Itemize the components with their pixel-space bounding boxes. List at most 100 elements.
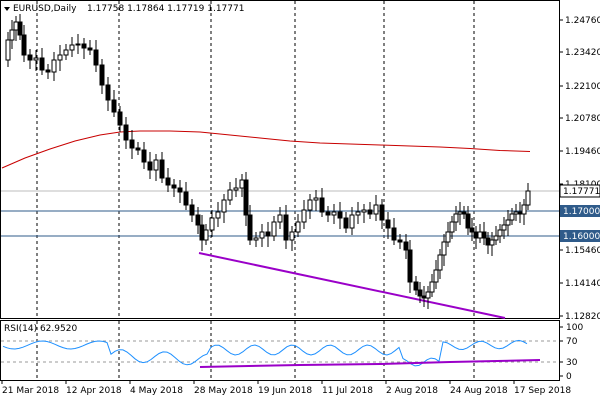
bearish-candle[interactable] — [199, 224, 205, 241]
bearish-candle[interactable] — [421, 295, 427, 299]
bearish-candle[interactable] — [243, 179, 249, 216]
bearish-candle[interactable] — [407, 249, 413, 283]
rsi-axis[interactable]: 100 70 30 0 — [559, 323, 583, 382]
bullish-candle[interactable] — [295, 221, 301, 233]
bullish-candle[interactable] — [441, 241, 447, 256]
bullish-candle[interactable] — [437, 254, 443, 271]
bearish-candle[interactable] — [247, 214, 253, 241]
bearish-candle[interactable] — [319, 197, 325, 213]
bullish-candle[interactable] — [33, 57, 39, 61]
bullish-candle[interactable] — [525, 190, 531, 206]
bullish-candle[interactable] — [445, 231, 451, 243]
bearish-candle[interactable] — [343, 217, 349, 229]
bearish-candle[interactable] — [403, 241, 409, 251]
bearish-candle[interactable] — [485, 237, 491, 246]
bearish-candle[interactable] — [123, 124, 129, 141]
bearish-candle[interactable] — [417, 289, 423, 297]
bullish-candle[interactable] — [429, 281, 435, 293]
bearish-candle[interactable] — [283, 214, 289, 241]
bearish-candle[interactable] — [117, 111, 123, 126]
bullish-candle[interactable] — [513, 211, 519, 215]
bearish-candle[interactable] — [367, 209, 373, 215]
rsi-line[interactable] — [2, 339, 528, 367]
bearish-candle[interactable] — [189, 204, 195, 216]
bullish-candle[interactable] — [203, 229, 209, 241]
bullish-candle[interactable] — [221, 199, 227, 213]
bearish-candle[interactable] — [517, 211, 523, 215]
bullish-candle[interactable] — [453, 213, 459, 223]
bullish-candle[interactable] — [69, 44, 75, 51]
bullish-candle[interactable] — [13, 21, 19, 31]
bearish-candle[interactable] — [473, 231, 479, 239]
price-axis[interactable]: 1.24760 1.23420 1.22100 1.20780 1.19460 … — [559, 16, 600, 322]
bullish-candle[interactable] — [51, 59, 57, 73]
bearish-candle[interactable] — [81, 43, 87, 49]
bullish-candle[interactable] — [153, 159, 159, 171]
bearish-candle[interactable] — [481, 231, 487, 239]
current-price-marker[interactable]: 1.17771 — [559, 184, 600, 198]
bullish-candle[interactable] — [259, 231, 265, 239]
bearish-candle[interactable] — [129, 139, 135, 149]
bearish-candle[interactable] — [177, 187, 183, 193]
bullish-candle[interactable] — [489, 239, 495, 246]
bullish-candle[interactable] — [209, 217, 215, 231]
bearish-candle[interactable] — [17, 21, 23, 36]
bearish-candle[interactable] — [461, 211, 467, 215]
bullish-candle[interactable] — [63, 49, 69, 56]
bearish-candle[interactable] — [39, 57, 45, 71]
bullish-candle[interactable] — [521, 204, 527, 215]
bullish-candle[interactable] — [457, 211, 463, 215]
bullish-candle[interactable] — [497, 229, 503, 237]
level-marker-116000[interactable]: 1.16000 — [560, 230, 600, 242]
bullish-candle[interactable] — [239, 179, 245, 189]
bullish-candle[interactable] — [253, 237, 259, 241]
bullish-candle[interactable] — [215, 211, 221, 219]
bullish-candle[interactable] — [57, 54, 63, 61]
bullish-candle[interactable] — [301, 209, 307, 223]
bearish-candle[interactable] — [171, 184, 177, 189]
bullish-candle[interactable] — [477, 231, 483, 239]
bullish-candle[interactable] — [271, 221, 277, 237]
bullish-candle[interactable] — [75, 43, 81, 46]
bullish-candle[interactable] — [355, 211, 361, 216]
bearish-candle[interactable] — [135, 147, 141, 151]
bearish-candle[interactable] — [265, 231, 271, 237]
bullish-candle[interactable] — [5, 39, 11, 61]
bearish-candle[interactable] — [111, 99, 117, 113]
bearish-candle[interactable] — [385, 219, 391, 229]
bearish-candle[interactable] — [391, 227, 397, 241]
bearish-candle[interactable] — [147, 161, 153, 171]
bullish-candle[interactable] — [425, 291, 431, 299]
bearish-candle[interactable] — [195, 214, 201, 226]
bearish-candle[interactable] — [159, 159, 165, 179]
bearish-candle[interactable] — [105, 84, 111, 101]
bullish-candle[interactable] — [361, 209, 367, 213]
bearish-candle[interactable] — [465, 213, 471, 229]
bullish-candle[interactable] — [227, 189, 233, 201]
bullish-candle[interactable] — [493, 235, 499, 241]
bearish-candle[interactable] — [99, 64, 105, 86]
bullish-candle[interactable] — [449, 221, 455, 233]
time-axis[interactable]: 21 Mar 2018 12 Apr 2018 4 May 2018 28 Ma… — [1, 380, 571, 396]
triangle-down-icon[interactable] — [4, 7, 10, 11]
bullish-candle[interactable] — [509, 213, 515, 221]
bearish-candle[interactable] — [87, 47, 93, 51]
bullish-candle[interactable] — [313, 197, 319, 201]
bearish-candle[interactable] — [93, 49, 99, 66]
bullish-candle[interactable] — [277, 214, 283, 223]
bearish-candle[interactable] — [21, 34, 27, 56]
bullish-candle[interactable] — [233, 187, 239, 191]
trendline[interactable] — [198, 252, 506, 319]
bullish-candle[interactable] — [501, 224, 507, 231]
moving-average-line[interactable] — [1, 130, 531, 169]
bullish-candle[interactable] — [373, 204, 379, 215]
bearish-candle[interactable] — [413, 281, 419, 291]
bullish-candle[interactable] — [9, 29, 15, 41]
bullish-candle[interactable] — [307, 199, 313, 211]
bullish-candle[interactable] — [349, 214, 355, 229]
bullish-candle[interactable] — [433, 269, 439, 283]
bearish-candle[interactable] — [183, 191, 189, 206]
rsi-trendline[interactable] — [199, 359, 541, 368]
bearish-candle[interactable] — [469, 227, 475, 233]
